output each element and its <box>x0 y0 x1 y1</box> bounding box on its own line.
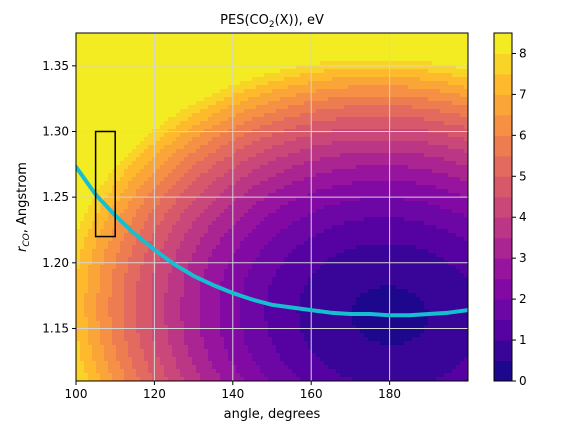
x-axis-ticks: 100 120 140 160 180 <box>65 381 401 401</box>
colorbar-tick-label: 5 <box>519 169 527 183</box>
colorbar-band <box>494 135 512 157</box>
colorbar-band <box>494 53 512 75</box>
colorbar-tick-label: 8 <box>519 46 527 60</box>
colorbar-frame <box>493 32 513 382</box>
colorbar-band <box>494 114 512 136</box>
y-tick-label: 1.25 <box>42 190 69 204</box>
colorbar-tick-label: 1 <box>519 333 527 347</box>
colorbar-band <box>494 73 512 95</box>
colorbar-tick-label: 3 <box>519 251 527 265</box>
colorbar-band <box>494 33 512 54</box>
y-axis-label: rCO, Angstrom <box>15 162 32 252</box>
colorbar-tick-label: 6 <box>519 128 527 142</box>
colorbar-tick-label: 0 <box>519 374 527 388</box>
grid-lines <box>76 33 468 381</box>
chart-title: PES(CO2(X)), eV <box>220 13 324 30</box>
colorbar-band <box>494 278 512 300</box>
annotation-rectangle-0 <box>94 130 116 238</box>
colorbar-band <box>494 340 512 362</box>
x-axis-label: angle, degrees <box>224 407 321 422</box>
colorbar-band <box>494 319 512 341</box>
colorbar-band <box>494 258 512 280</box>
colorbar-tick-label: 2 <box>519 292 527 306</box>
plot-frame <box>75 32 469 382</box>
x-tick-label: 120 <box>143 387 166 401</box>
y-tick-label: 1.30 <box>42 124 69 138</box>
x-tick-label: 140 <box>221 387 244 401</box>
colorbar-band <box>494 176 512 198</box>
colorbar-tick-label: 4 <box>519 210 527 224</box>
colorbar-band <box>494 196 512 218</box>
y-tick-label: 1.35 <box>42 59 69 73</box>
colorbar-tick-label: 7 <box>519 87 527 101</box>
y-tick-label: 1.20 <box>42 256 69 270</box>
colorbar-band <box>494 299 512 321</box>
x-tick-label: 100 <box>65 387 88 401</box>
data-series <box>76 164 468 318</box>
x-tick-label: 160 <box>300 387 323 401</box>
colorbar-band <box>494 94 512 116</box>
colorbar-band <box>494 360 512 382</box>
colorbar-ticks: 0 1 2 3 4 5 6 7 8 <box>512 46 527 388</box>
y-axis-ticks: 1.15 1.20 1.25 1.30 1.35 <box>42 59 76 335</box>
colorbar <box>494 33 512 382</box>
colorbar-band <box>494 217 512 239</box>
contour-field <box>76 33 468 381</box>
x-tick-label: 180 <box>378 387 401 401</box>
colorbar-band <box>494 237 512 259</box>
series-line-0 <box>76 164 468 318</box>
annotations <box>94 130 116 238</box>
y-tick-label: 1.15 <box>42 321 69 335</box>
colorbar-band <box>494 155 512 177</box>
